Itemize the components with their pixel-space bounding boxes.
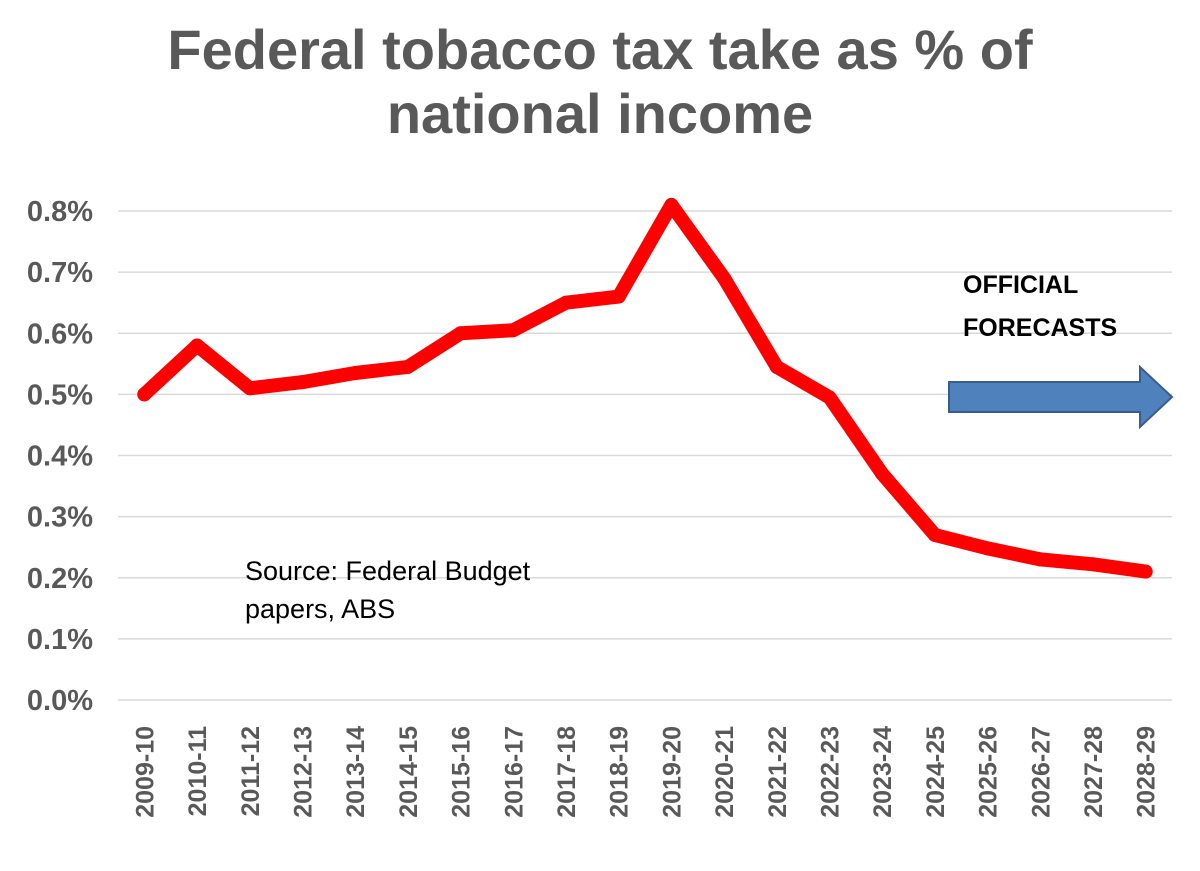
x-tick-label: 2026-27 xyxy=(1027,726,1055,818)
data-point xyxy=(717,271,732,286)
data-point xyxy=(664,197,679,212)
x-tick-label: 2012-13 xyxy=(289,726,317,818)
x-tick-label: 2019-20 xyxy=(658,726,686,818)
source-note-line-1: Source: Federal Budget xyxy=(245,556,531,586)
y-tick-label: 0.5% xyxy=(27,379,93,411)
data-point xyxy=(769,359,784,374)
forecast-label-line-2: FORECASTS xyxy=(963,314,1117,342)
data-point xyxy=(295,375,310,390)
x-tick-label: 2028-29 xyxy=(1133,726,1161,818)
data-point xyxy=(1085,557,1100,572)
y-tick-label: 0.8% xyxy=(27,196,93,228)
data-point xyxy=(1138,564,1153,579)
data-point xyxy=(137,387,152,402)
y-tick-label: 0.6% xyxy=(27,318,93,350)
x-tick-label: 2021-22 xyxy=(764,726,792,818)
data-point xyxy=(822,390,837,405)
x-tick-label: 2027-28 xyxy=(1080,726,1108,818)
data-point xyxy=(506,323,521,338)
y-tick-label: 0.3% xyxy=(27,502,93,534)
chart-title: Federal tobacco tax take as % of nationa… xyxy=(0,18,1200,147)
data-point xyxy=(348,365,363,380)
data-point xyxy=(453,326,468,341)
y-axis-ticks: 0.0% 0.1% 0.2% 0.3% 0.4% 0.5% 0.6% 0.7% 0.8% xyxy=(27,196,93,717)
x-tick-label: 2016-17 xyxy=(500,726,528,818)
chart-title-line-2: national income xyxy=(386,82,814,146)
x-tick-label: 2015-16 xyxy=(448,726,476,818)
data-point xyxy=(611,289,626,304)
data-point xyxy=(558,295,573,310)
data-point xyxy=(242,381,257,396)
x-tick-label: 2022-23 xyxy=(816,726,844,818)
x-axis-ticks: 2009-10 2010-11 2011-12 2012-13 2013-14 2014-… xyxy=(131,726,1160,818)
x-tick-label: 2024-25 xyxy=(922,726,950,818)
data-point xyxy=(1033,552,1048,567)
y-tick-label: 0.2% xyxy=(27,563,93,595)
series-line xyxy=(137,197,1153,579)
source-note-line-2: papers, ABS xyxy=(245,594,395,624)
x-tick-label: 2013-14 xyxy=(342,726,370,818)
x-tick-label: 2023-24 xyxy=(869,726,897,818)
series-line-group xyxy=(137,197,1153,579)
x-tick-label: 2009-10 xyxy=(131,726,159,818)
x-tick-label: 2025-26 xyxy=(975,726,1003,818)
data-point xyxy=(980,541,995,556)
chart-title-line-1: Federal tobacco tax take as % of xyxy=(167,18,1033,81)
x-tick-label: 2014-15 xyxy=(395,726,423,818)
x-tick-label: 2018-19 xyxy=(606,726,634,818)
gridlines xyxy=(118,210,1172,701)
y-tick-label: 0.1% xyxy=(27,624,93,656)
data-point xyxy=(927,527,942,542)
data-point xyxy=(190,338,205,353)
x-tick-label: 2010-11 xyxy=(184,726,212,816)
y-tick-label: 0.7% xyxy=(27,257,93,289)
x-tick-label: 2017-18 xyxy=(553,726,581,818)
forecast-label-line-1: OFFICIAL xyxy=(963,271,1078,299)
y-tick-label: 0.0% xyxy=(27,685,93,717)
data-point xyxy=(400,359,415,374)
x-tick-label: 2011-12 xyxy=(237,726,265,816)
data-point xyxy=(875,466,890,481)
forecast-arrow xyxy=(948,364,1174,430)
y-tick-label: 0.4% xyxy=(27,441,93,473)
x-tick-label: 2020-21 xyxy=(711,726,739,818)
